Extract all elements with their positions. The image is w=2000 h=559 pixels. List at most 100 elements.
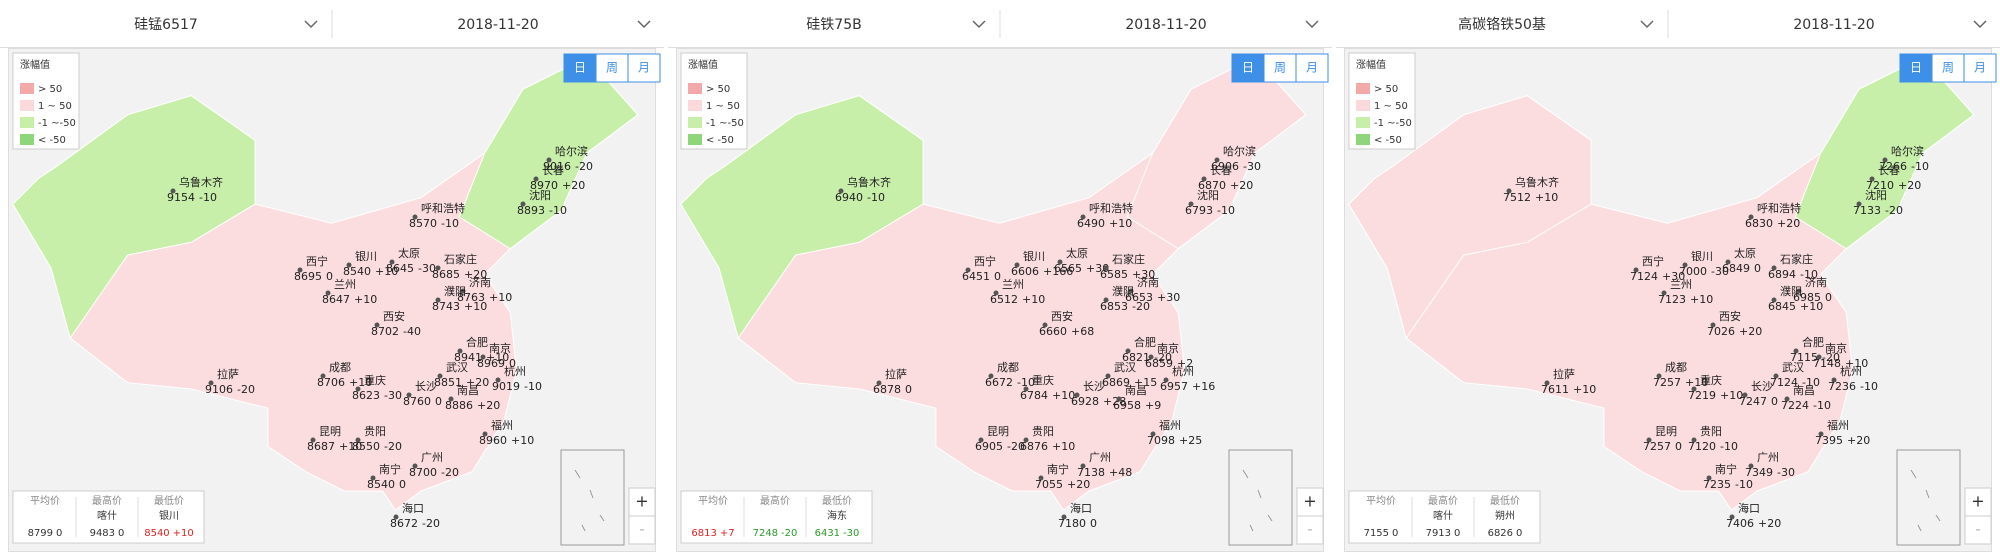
zoom-button[interactable] [1296, 515, 1324, 545]
price: 6830 [1745, 217, 1773, 230]
city-price: 7055 +20 [1035, 478, 1090, 491]
price: 7210 [1866, 179, 1894, 192]
city-name: 西安 [1051, 309, 1073, 323]
period-button[interactable] [1295, 53, 1329, 83]
city-price: 7120 -10 [1688, 440, 1738, 453]
change: +20 [1739, 325, 1762, 338]
price: 7120 [1688, 440, 1716, 453]
legend-label: 1 ~ 50 [1374, 101, 1408, 112]
zoom-button[interactable] [628, 487, 656, 517]
period-label[interactable]: 周 [1942, 61, 1954, 75]
legend-label: -1 ~-50 [706, 118, 744, 129]
price: 7124 [1770, 376, 1798, 389]
zoom-label[interactable]: - [1975, 520, 1981, 539]
period-label[interactable]: 日 [574, 61, 586, 75]
period-button[interactable] [627, 53, 661, 83]
city-price: 9106 -20 [205, 383, 255, 396]
city-dot [435, 265, 441, 271]
zoom-button[interactable] [1296, 487, 1324, 517]
city-dot [1544, 380, 1550, 386]
summary-label: 最低价 [1490, 494, 1520, 507]
zoom-label[interactable]: + [1303, 492, 1316, 511]
change: -10 [1802, 376, 1820, 389]
change: 0 [1825, 291, 1832, 304]
date-select[interactable]: 2018-11-20 [1125, 17, 1206, 33]
inset-box [1896, 449, 1961, 546]
city-price: 6672 -10 [985, 376, 1035, 389]
region [1794, 56, 1975, 250]
price: 6957 [1160, 380, 1188, 393]
city-price: 6985 0 [1793, 291, 1832, 304]
city-dot [1080, 463, 1086, 469]
date-select[interactable]: 2018-11-20 [457, 17, 538, 33]
inset-box [560, 449, 625, 546]
city-dot [1103, 265, 1109, 271]
price: 8672 [390, 517, 418, 530]
price: 6784 [1020, 389, 1048, 402]
city-price: 7148 +10 [1813, 357, 1868, 370]
period-label[interactable]: 周 [1274, 61, 1286, 75]
city-price: 8893 -10 [517, 204, 567, 217]
product-select[interactable]: 硅铁75B [806, 17, 861, 33]
period-label[interactable]: 月 [638, 61, 650, 75]
city-name: 长春 [1210, 164, 1232, 177]
city-name: 拉萨 [1553, 367, 1575, 381]
city-name: 海口 [1070, 501, 1092, 515]
change: +10 [1720, 389, 1743, 402]
change: +20 [1777, 217, 1800, 230]
change: -20 [422, 517, 440, 530]
city-dot [1023, 386, 1029, 392]
city-name: 杭州 [1172, 364, 1194, 378]
date-select[interactable]: 2018-11-20 [1793, 17, 1874, 33]
summary-price: 8540 +10 [144, 528, 194, 539]
period-button[interactable] [595, 53, 629, 83]
zoom-label[interactable]: + [635, 492, 648, 511]
period-label[interactable]: 周 [606, 61, 618, 75]
period-button[interactable] [1899, 53, 1933, 83]
city-dot [435, 297, 441, 303]
price: 7148 [1813, 357, 1841, 370]
map-panel: 硅锰6517 2018-11-20 乌鲁木齐 9154 -10 哈尔滨 9016 -20 长春 8… [0, 0, 664, 552]
city-dot [437, 373, 443, 379]
change: +10 [1573, 383, 1596, 396]
chevron [637, 20, 651, 29]
city-price: 7219 +10 [1688, 389, 1743, 402]
city-dot [355, 386, 361, 392]
city-price: 7124 +30 [1630, 270, 1685, 283]
city-price: 7098 +25 [1147, 434, 1202, 447]
city-price: 6957 +16 [1160, 380, 1215, 393]
city-name: 海口 [1738, 501, 1760, 515]
city-price: 6512 +10 [990, 293, 1045, 306]
product-select[interactable]: 硅锰6517 [134, 17, 198, 33]
city-dot [370, 475, 376, 481]
change: +9 [1145, 399, 1161, 412]
period-label[interactable]: 日 [1242, 61, 1254, 75]
city-name: 南昌 [1125, 384, 1147, 397]
change: -20 [1154, 351, 1172, 364]
city-name: 贵阳 [1032, 425, 1054, 438]
change: +10 [489, 291, 512, 304]
city-dot [1818, 431, 1824, 437]
region [680, 95, 924, 340]
price: 6660 [1039, 325, 1067, 338]
zoom-button[interactable] [628, 515, 656, 545]
period-label[interactable]: 月 [1306, 61, 1318, 75]
change: +10 [354, 293, 377, 306]
period-label[interactable]: 日 [1910, 61, 1922, 75]
region [1348, 95, 1592, 340]
summary-price: 6431 -30 [815, 528, 860, 539]
city-dot [355, 437, 361, 443]
zoom-label[interactable]: - [1307, 520, 1313, 539]
zoom-button[interactable] [1964, 515, 1992, 545]
price: 6512 [990, 293, 1018, 306]
city-name: 乌鲁木齐 [847, 175, 891, 189]
period-button[interactable] [1231, 53, 1265, 83]
zoom-label[interactable]: + [1971, 492, 1984, 511]
period-button[interactable] [1963, 53, 1997, 83]
product-select[interactable]: 高碳铬铁50基 [1458, 16, 1546, 33]
price: 7115 [1790, 351, 1818, 364]
period-label[interactable]: 月 [1974, 61, 1986, 75]
zoom-label[interactable]: - [639, 520, 645, 539]
change: -10 [1813, 399, 1831, 412]
summary-label: 最低价 [154, 494, 184, 507]
